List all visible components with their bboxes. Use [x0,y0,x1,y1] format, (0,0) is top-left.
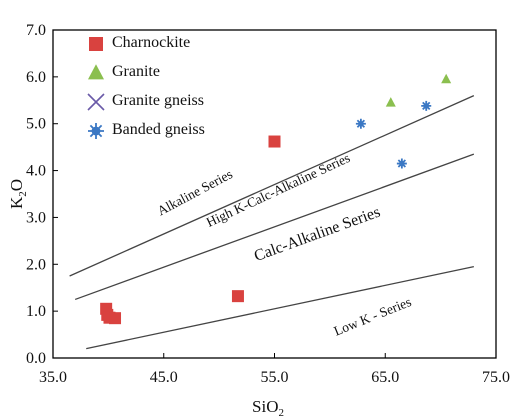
y-tick-label: 5.0 [26,116,46,133]
y-tick-label: 1.0 [26,303,46,320]
y-tick-label: 6.0 [26,69,46,86]
series-boundary-lines [69,95,475,350]
data-point-triangle [441,73,452,84]
triangle-marker [385,97,396,107]
asterisk-dot [358,120,364,127]
y-tick-label: 4.0 [26,163,46,180]
x-axis-title: SiO2 [252,397,284,417]
x-tick-label: 75.0 [482,369,510,386]
legend-label: Granite gneiss [112,92,204,109]
cross-marker [87,93,105,111]
data-point-triangle [385,97,396,107]
legend: Charnockite Granite Granite gneiss Banded g… [87,34,205,139]
series-annotation: Low K - Series [332,294,414,339]
square-marker [231,290,244,303]
y-tick-label: 2.0 [26,256,46,273]
x-tick-label: 45.0 [150,369,178,386]
x-axis-ticks: 35.0 45.0 55.0 65.0 75.0 [39,353,510,386]
boundary-line-upper [69,95,475,277]
x-tick-label: 65.0 [371,369,399,386]
x-tick-label: 55.0 [261,369,289,386]
data-point-square [109,312,122,325]
series-annotation: High K-Calc-Alkaline Series [204,150,352,230]
y-tick-label: 7.0 [26,22,46,39]
legend-symbol-cross [87,93,105,111]
y-axis-ticks: 0.0 1.0 2.0 3.0 4.0 5.0 6.0 7.0 [26,22,58,367]
asterisk-dot [399,160,405,167]
data-point-square [231,290,244,303]
asterisk-dot [423,103,429,109]
legend-symbol-triangle [88,64,104,80]
data-points [100,73,452,325]
data-point-asterisk [355,118,366,129]
y-axis-title: K2O [7,179,29,209]
legend-label: Banded gneiss [112,121,205,138]
square-marker [89,37,103,51]
square-marker [109,312,122,325]
triangle-marker [441,73,452,84]
data-point-asterisk [396,158,407,169]
y-tick-label: 3.0 [26,209,46,226]
triangle-marker [88,64,104,80]
legend-label: Granite [112,63,160,80]
legend-symbol-asterisk [88,123,104,139]
boundary-line-middle [74,153,475,301]
x-tick-label: 35.0 [39,369,67,386]
series-annotation: Calc-Alkaline Series [252,204,383,265]
legend-symbol-square [89,37,103,51]
asterisk-dot [91,126,101,136]
legend-label: Charnockite [112,34,190,51]
data-point-asterisk [421,100,432,111]
data-point-square [268,135,281,148]
square-marker [268,135,281,148]
boundary-line-lower [86,265,474,350]
y-tick-label: 0.0 [26,350,46,367]
